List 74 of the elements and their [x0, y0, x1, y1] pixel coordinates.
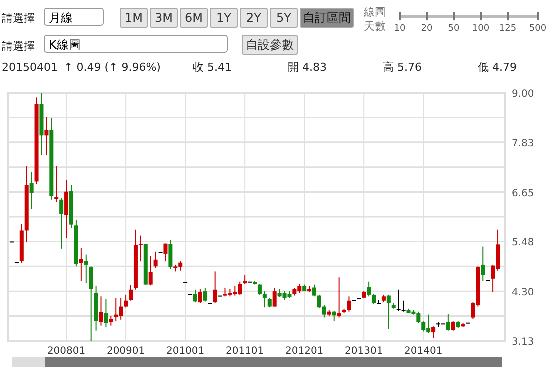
- candlestick: [193, 289, 198, 304]
- text: 6M: [180, 8, 208, 28]
- candlestick: [89, 266, 94, 342]
- candlestick: [148, 256, 153, 286]
- x-tick-label: 200901: [106, 346, 146, 357]
- candlestick: [243, 274, 248, 285]
- y-tick-label: 6.65: [512, 188, 534, 200]
- text: 線圖天數: [364, 6, 387, 34]
- text: K線圖: [44, 35, 228, 53]
- text: 10: [394, 23, 406, 36]
- candlestick: [129, 284, 134, 302]
- candlestick: [451, 320, 456, 332]
- candlestick: [268, 298, 272, 308]
- candlestick: [154, 251, 158, 269]
- candlestick: [347, 296, 352, 312]
- candlestick: [99, 296, 104, 326]
- candlestick: [432, 326, 436, 339]
- candlestick: [203, 288, 208, 302]
- candlestick: [124, 294, 128, 308]
- text: ↑ 0.49 (↑ 9.96%): [64, 61, 161, 75]
- candlestick: [481, 246, 486, 282]
- candlestick: [44, 117, 49, 156]
- candlestick: [262, 291, 267, 308]
- candlestick: [168, 240, 173, 270]
- candlestick: [367, 281, 372, 298]
- text: 1M: [120, 8, 148, 28]
- text: 月線: [44, 8, 104, 26]
- candlestick: [213, 271, 218, 304]
- candlestick: [312, 284, 317, 298]
- text: 收 5.41: [193, 61, 232, 75]
- text: 125: [499, 23, 517, 36]
- candlestick: [337, 277, 342, 318]
- candlestick: [386, 294, 391, 330]
- candlestick: [84, 254, 88, 284]
- candlestick: [258, 284, 262, 296]
- text: 20150401: [2, 61, 58, 75]
- text: 請選擇: [2, 12, 35, 26]
- candlestick: [164, 243, 168, 262]
- x-tick-label: 201201: [286, 346, 324, 357]
- candlestick: [109, 316, 114, 326]
- text: 3M: [150, 8, 178, 28]
- text: 開 4.83: [288, 61, 327, 75]
- text: 100: [472, 23, 490, 36]
- x-tick-label: 201401: [404, 346, 443, 357]
- candlestick: [372, 294, 376, 305]
- candlestick: [79, 248, 84, 282]
- text: 1Y: [210, 8, 238, 28]
- x-tick-label: 200801: [47, 346, 86, 357]
- y-tick-label: 4.30: [512, 288, 534, 299]
- text: 請選擇: [2, 40, 35, 54]
- candlestick: [104, 298, 108, 328]
- text: 50: [448, 23, 460, 36]
- text: 2Y: [240, 8, 268, 28]
- y-tick-label: 3.13: [512, 337, 534, 348]
- candlestick: [64, 180, 69, 239]
- text: 高 5.76: [383, 61, 422, 75]
- candlestick: [30, 172, 34, 210]
- x-tick-label: 201101: [226, 346, 264, 357]
- x-tick-label: 201301: [345, 346, 384, 357]
- text: 20: [421, 23, 433, 36]
- candlestick: [332, 310, 336, 322]
- text: 低 4.79: [478, 61, 517, 75]
- x-tick-label: 201001: [166, 346, 205, 357]
- candlestick: [198, 288, 202, 304]
- y-tick-label: 5.48: [512, 238, 534, 249]
- candlestick: [272, 288, 277, 308]
- y-tick-label: 7.83: [512, 138, 534, 150]
- candlestick: [60, 198, 64, 250]
- candlestick: [446, 314, 450, 332]
- text: 5Y: [270, 8, 298, 28]
- text: 自訂區間: [300, 8, 354, 28]
- y-tick-label: 9.00: [512, 89, 534, 100]
- text: 500: [529, 23, 547, 36]
- text: 自設參數: [242, 35, 298, 55]
